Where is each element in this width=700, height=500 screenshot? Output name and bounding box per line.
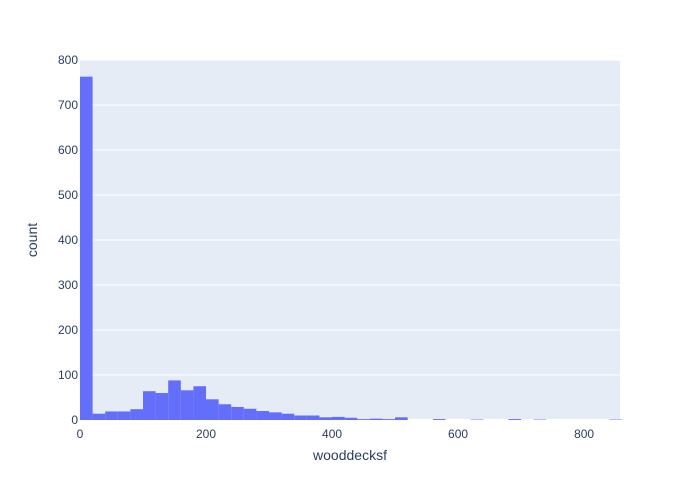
y-tick-label: 100 — [58, 368, 78, 382]
histogram-bar — [155, 393, 169, 420]
histogram-bar — [344, 417, 358, 420]
histogram-bar — [143, 391, 156, 420]
histogram-bar — [105, 411, 118, 420]
x-axis-ticks: 0 200 400 600 800 — [77, 427, 595, 441]
histogram-bar — [117, 411, 131, 420]
y-tick-label: 200 — [58, 323, 78, 337]
histogram-bar — [508, 419, 522, 420]
histogram-bar — [294, 415, 307, 420]
histogram-bars — [80, 76, 622, 421]
histogram-bar — [432, 419, 446, 420]
y-axis-ticks: 0 100 200 300 400 500 600 700 800 — [58, 53, 78, 427]
x-tick-label: 0 — [77, 427, 84, 441]
histogram-bar — [332, 416, 345, 420]
histogram-bar — [130, 409, 144, 420]
histogram-bar — [180, 390, 194, 420]
histogram-bar — [218, 404, 232, 420]
histogram-bar — [80, 76, 93, 421]
histogram-bar — [193, 386, 207, 420]
y-axis-title: count — [24, 223, 40, 257]
histogram-bar — [357, 419, 370, 420]
y-tick-label: 800 — [58, 53, 78, 67]
histogram-bar — [269, 412, 282, 420]
histogram-bar — [206, 399, 219, 420]
histogram-bar — [281, 413, 295, 420]
x-tick-label: 400 — [322, 427, 342, 441]
x-axis-title: wooddecksf — [312, 447, 387, 463]
histogram-bar — [243, 408, 257, 420]
y-tick-label: 300 — [58, 278, 78, 292]
y-tick-label: 500 — [58, 188, 78, 202]
histogram-bar — [319, 417, 333, 420]
y-tick-label: 600 — [58, 143, 78, 157]
y-tick-label: 700 — [58, 98, 78, 112]
histogram-bar — [256, 411, 270, 420]
histogram-bar — [231, 406, 244, 420]
histogram-bar — [395, 417, 408, 420]
x-tick-label: 600 — [448, 427, 468, 441]
y-tick-label: 400 — [58, 233, 78, 247]
x-tick-label: 200 — [196, 427, 216, 441]
histogram-bar — [369, 418, 383, 420]
x-tick-label: 800 — [574, 427, 594, 441]
histogram-bar — [306, 415, 320, 420]
histogram-bar — [382, 419, 396, 420]
y-tick-label: 0 — [71, 413, 78, 427]
histogram-bar — [168, 380, 181, 420]
histogram-bar — [92, 413, 106, 420]
